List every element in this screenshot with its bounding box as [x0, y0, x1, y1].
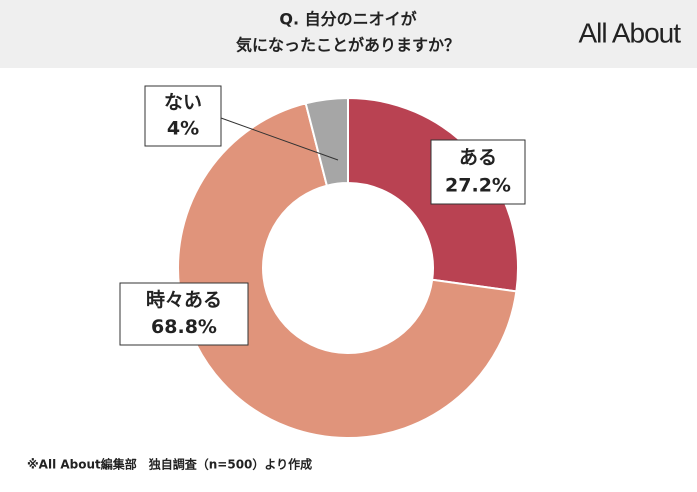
label-box: [430, 139, 526, 205]
label-box: [144, 85, 222, 147]
value-label: 68.8%: [151, 316, 217, 338]
chart-title: Q. 自分のニオイが: [279, 10, 416, 29]
leader-line: [220, 117, 339, 161]
value-label: 27.2%: [445, 175, 511, 197]
donut-segment: [177, 102, 518, 439]
source-note: ※All About編集部 独自調査（n=500）より作成: [27, 457, 312, 472]
label-box: [119, 282, 249, 346]
value-label: 4%: [167, 118, 199, 140]
logo: All About: [578, 17, 681, 48]
category-label: 時々ある: [146, 289, 222, 311]
donut-segment: [304, 96, 349, 187]
category-label: ない: [164, 91, 202, 113]
chart-title: 気になったことがありますか？: [236, 36, 460, 55]
category-label: ある: [459, 146, 497, 168]
header-band: [0, 0, 697, 68]
